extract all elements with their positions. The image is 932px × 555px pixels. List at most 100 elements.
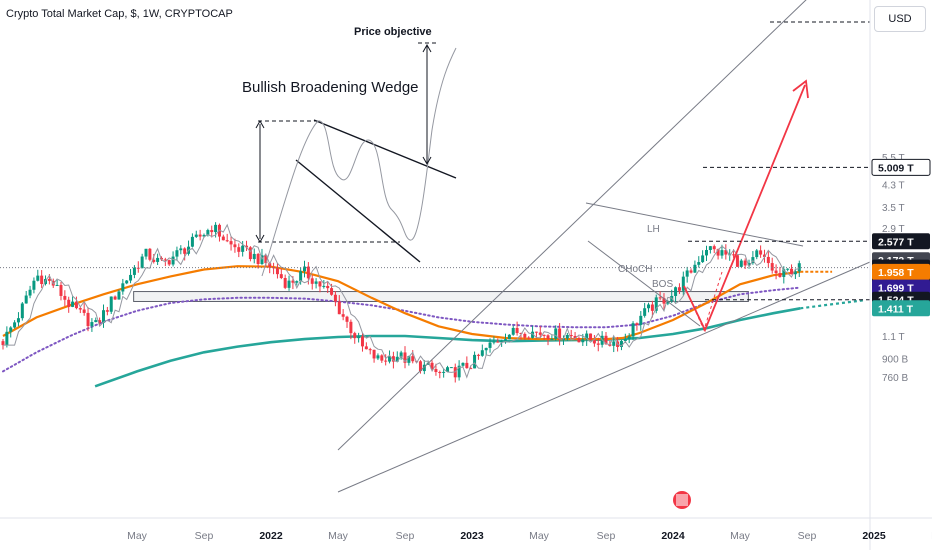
price-axis[interactable]: 5.5 T 4.3 T 3.5 T 2.9 T 1.1 T 900 B 760 B 5.009… xyxy=(869,0,931,550)
candle-body xyxy=(194,234,198,237)
candle-body xyxy=(318,281,322,287)
time-tick-label: 2022 xyxy=(259,530,283,542)
candle-body xyxy=(476,354,480,356)
candle-body xyxy=(643,308,647,316)
candle-body xyxy=(422,364,426,372)
candle-body xyxy=(766,256,770,264)
label-choch: CHoCH xyxy=(618,264,652,275)
candle-body xyxy=(237,247,241,252)
candle-body xyxy=(360,336,364,347)
candle-body xyxy=(229,241,233,245)
candle-body xyxy=(430,362,434,370)
candle-body xyxy=(310,278,314,284)
candle-body xyxy=(677,287,681,291)
candle-body xyxy=(190,236,194,247)
candle-body xyxy=(712,246,716,250)
candle-body xyxy=(446,367,450,372)
candle-body xyxy=(175,250,179,257)
candle-body xyxy=(353,333,357,339)
candle-body xyxy=(546,335,550,339)
candle-body xyxy=(322,285,326,287)
trendlines-group xyxy=(0,0,871,493)
candle-body xyxy=(604,335,608,345)
candle-body xyxy=(221,236,225,241)
descending-resistance-line xyxy=(585,202,804,247)
candle-body xyxy=(78,308,82,310)
candle-body xyxy=(681,276,685,291)
candle-body xyxy=(330,288,334,295)
candle-body xyxy=(542,334,546,336)
candle-body xyxy=(306,266,310,279)
candle-body xyxy=(395,356,399,362)
candle-body xyxy=(735,255,739,267)
time-tick-label: May xyxy=(127,530,148,542)
candle-body xyxy=(275,268,279,275)
step-line xyxy=(3,223,800,379)
time-tick-label: May xyxy=(730,530,751,542)
label-lh: LH xyxy=(647,224,660,235)
candle-body xyxy=(364,346,368,350)
candle-body xyxy=(156,257,160,262)
candle-body xyxy=(388,356,392,362)
candle-body xyxy=(102,310,105,323)
candles-group[interactable] xyxy=(1,222,801,383)
candle-body xyxy=(117,291,121,300)
label-bos: BOS xyxy=(652,279,673,290)
candle-body xyxy=(241,245,245,252)
candle-body xyxy=(32,280,36,290)
candle-body xyxy=(90,322,94,327)
candle-body xyxy=(376,355,380,359)
candle-body xyxy=(5,331,9,346)
candle-body xyxy=(264,255,268,264)
price-badge xyxy=(872,263,930,280)
price-tick-label: 4.3 T xyxy=(882,180,905,191)
price-badge-label: 2.577 T xyxy=(878,236,914,248)
level-lines-group xyxy=(688,21,870,301)
wedge-upper-line xyxy=(313,119,457,179)
chart-title: Crypto Total Market Cap, $, 1W, CRYPTOCA… xyxy=(6,8,233,20)
candle-body xyxy=(105,310,109,312)
price-badge xyxy=(872,279,930,296)
candle-body xyxy=(747,263,751,266)
candle-body xyxy=(759,250,763,255)
time-tick-label: May xyxy=(328,530,349,542)
projection-group xyxy=(683,79,809,333)
candle-body xyxy=(627,336,631,340)
candle-body xyxy=(743,260,747,266)
candle-body xyxy=(558,328,562,340)
candle-body xyxy=(797,263,801,272)
candle-body xyxy=(291,280,295,283)
candle-body xyxy=(206,230,210,235)
candle-body xyxy=(790,268,794,275)
candle-body xyxy=(1,341,5,346)
time-tick-label: Sep xyxy=(396,530,415,542)
candle-body xyxy=(36,275,40,281)
candle-body xyxy=(511,327,515,335)
currency-selector[interactable]: USD xyxy=(874,6,926,32)
candle-body xyxy=(140,256,144,269)
candle-body xyxy=(279,274,283,279)
candle-body xyxy=(152,259,156,262)
candle-body xyxy=(283,278,287,288)
candle-body xyxy=(577,338,581,343)
candle-body xyxy=(295,281,299,283)
candle-body xyxy=(368,349,372,351)
candle-body xyxy=(357,336,361,339)
candle-body xyxy=(345,316,349,322)
candle-body xyxy=(716,249,720,256)
candle-body xyxy=(589,333,593,340)
candle-body xyxy=(674,287,678,296)
candle-body xyxy=(705,249,708,256)
candle-body xyxy=(442,371,446,373)
sma-dotted-line xyxy=(2,286,802,373)
candle-body xyxy=(612,341,616,346)
candle-body xyxy=(654,297,658,311)
time-tick-label: Sep xyxy=(597,530,616,542)
time-axis[interactable]: May Sep 2022 May Sep 2023 May Sep 2024 May Sep 2025… xyxy=(0,517,932,542)
candle-body xyxy=(762,254,766,257)
candle-body xyxy=(438,372,442,374)
candle-body xyxy=(179,248,183,251)
candle-body xyxy=(136,267,140,269)
candle-body xyxy=(635,323,639,325)
candle-body xyxy=(755,250,759,258)
